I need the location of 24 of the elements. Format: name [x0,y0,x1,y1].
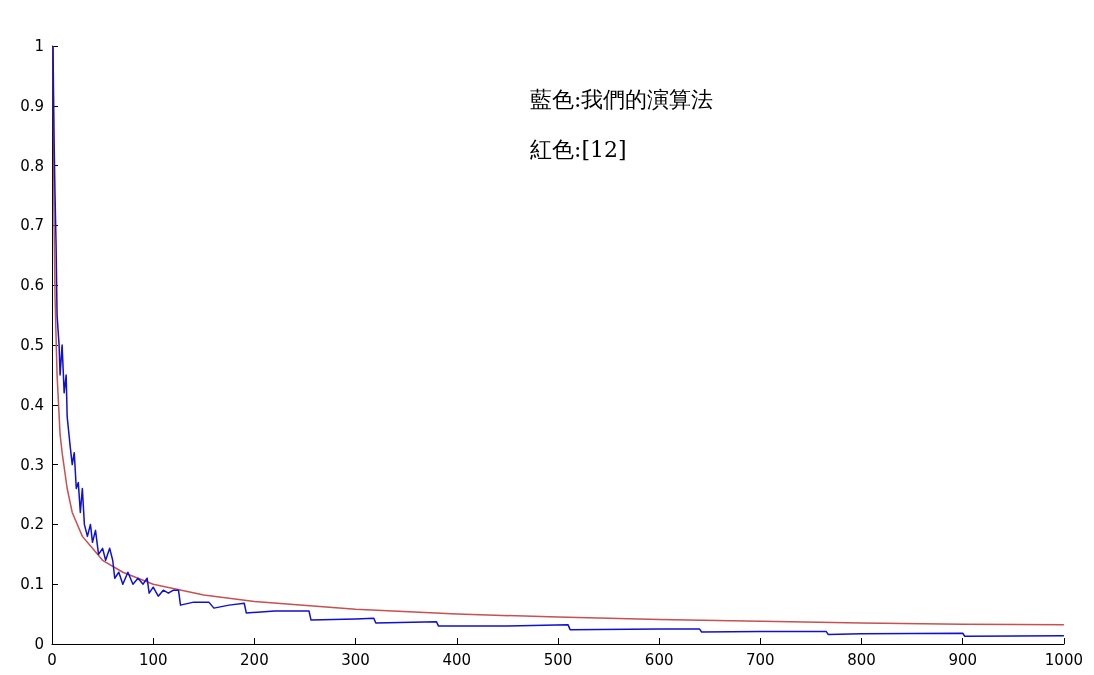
x-tick-label: 1000 [1044,650,1084,669]
annotation: 藍色:我們的演算法 [530,86,714,112]
x-tick-label: 100 [138,650,168,669]
x-tick-label: 500 [543,650,573,669]
x-tick-label: 200 [240,650,269,669]
y-tick-label: 0.7 [20,216,44,235]
x-tick-label: 300 [341,650,370,669]
x-tick-label: 900 [948,650,978,669]
y-tick-label: 0.2 [20,515,44,534]
x-tick-label: 600 [644,650,674,669]
x-tick-label: 800 [847,650,876,669]
x-tick-label: 0 [47,650,57,669]
y-tick-label: 0.9 [20,96,44,115]
y-tick-label: 0.5 [20,336,44,354]
x-tick-label: 400 [442,650,472,669]
y-tick-label: 0.1 [20,575,44,594]
y-tick-label: 1 [34,37,44,55]
y-tick-label: 0.3 [20,455,44,474]
x-tick-label: 700 [746,650,775,669]
y-tick-label: 0.4 [20,395,44,414]
y-tick-label: 0 [34,635,44,653]
y-tick-label: 0.8 [20,156,44,175]
annotation: 紅色:[12] [530,136,627,162]
y-tick-label: 0.6 [20,276,44,295]
